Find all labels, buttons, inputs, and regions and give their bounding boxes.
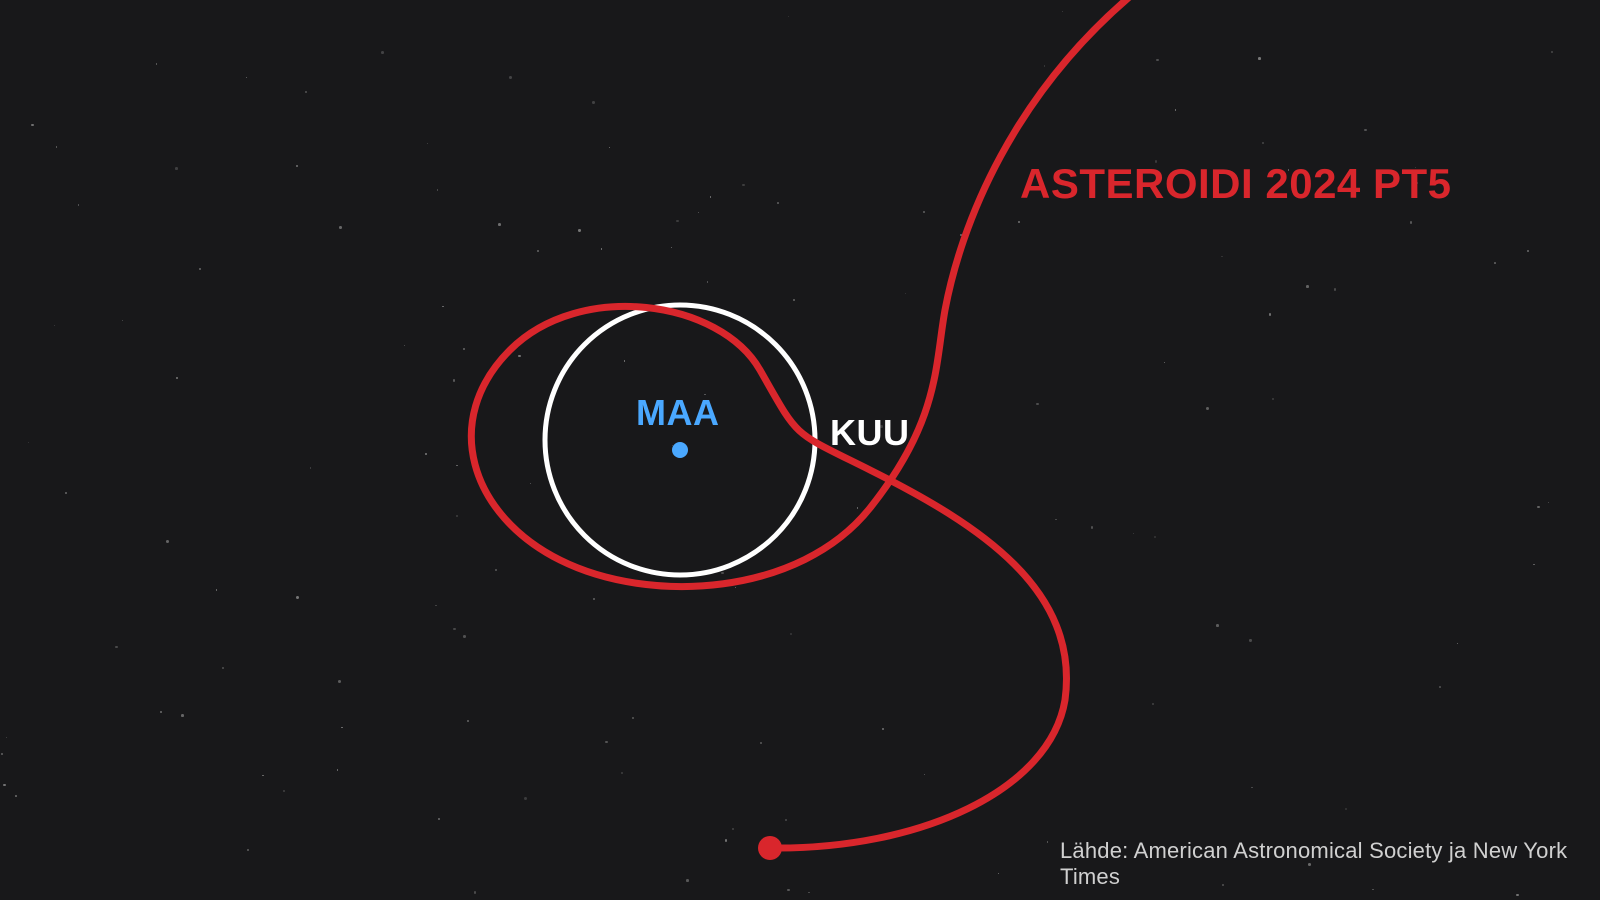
diagram-stage: MAA KUU ASTEROIDI 2024 PT5 Lähde: Americ… [0,0,1600,900]
asteroid-end-dot [758,836,782,860]
earth-dot [672,442,688,458]
source-attribution: Lähde: American Astronomical Society ja … [1060,838,1600,890]
moon-orbit-label: KUU [830,412,910,454]
asteroid-trajectory [471,0,1150,848]
asteroid-label: ASTEROIDI 2024 PT5 [1020,160,1451,208]
earth-label: MAA [636,392,719,434]
orbit-svg [0,0,1600,900]
moon-orbit-circle [545,305,815,575]
